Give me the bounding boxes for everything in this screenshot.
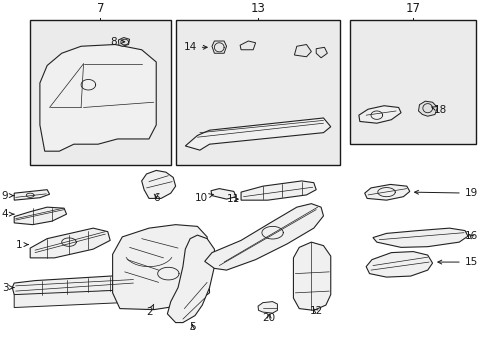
Polygon shape xyxy=(294,45,311,57)
Polygon shape xyxy=(212,41,226,53)
Polygon shape xyxy=(185,118,330,150)
Text: 2: 2 xyxy=(146,304,153,317)
Polygon shape xyxy=(240,41,255,50)
Polygon shape xyxy=(293,242,330,310)
Bar xyxy=(30,20,170,165)
Text: 12: 12 xyxy=(309,306,322,316)
Text: 17: 17 xyxy=(405,2,420,15)
Text: 20: 20 xyxy=(262,313,275,323)
Bar xyxy=(349,20,475,144)
Text: 5: 5 xyxy=(189,322,196,332)
Text: 10: 10 xyxy=(195,193,213,203)
Polygon shape xyxy=(112,225,209,310)
Polygon shape xyxy=(142,170,175,198)
Text: 19: 19 xyxy=(414,188,477,198)
Text: 11: 11 xyxy=(226,194,239,204)
Polygon shape xyxy=(14,190,49,200)
Text: 13: 13 xyxy=(250,2,265,15)
Text: 1: 1 xyxy=(15,240,28,249)
Text: 8: 8 xyxy=(110,37,124,47)
Polygon shape xyxy=(12,275,137,296)
Polygon shape xyxy=(211,189,236,199)
Polygon shape xyxy=(258,302,277,313)
Polygon shape xyxy=(372,228,467,247)
Polygon shape xyxy=(241,181,316,200)
Text: 14: 14 xyxy=(183,42,207,52)
Polygon shape xyxy=(167,235,214,323)
Polygon shape xyxy=(366,252,432,277)
Text: 15: 15 xyxy=(437,257,477,267)
Polygon shape xyxy=(364,184,409,200)
Polygon shape xyxy=(14,207,66,225)
Polygon shape xyxy=(418,101,436,116)
Text: 18: 18 xyxy=(430,105,447,115)
Polygon shape xyxy=(30,228,110,258)
Text: 16: 16 xyxy=(464,231,477,241)
Bar xyxy=(175,20,340,165)
Polygon shape xyxy=(40,45,156,151)
Text: 7: 7 xyxy=(97,2,104,15)
Text: 9: 9 xyxy=(2,190,14,201)
Text: 4: 4 xyxy=(2,209,14,219)
Text: 3: 3 xyxy=(2,283,14,293)
Polygon shape xyxy=(204,204,323,270)
Polygon shape xyxy=(358,106,400,123)
Polygon shape xyxy=(316,47,326,58)
Polygon shape xyxy=(118,37,129,46)
Text: 6: 6 xyxy=(153,193,159,203)
Polygon shape xyxy=(14,290,135,307)
